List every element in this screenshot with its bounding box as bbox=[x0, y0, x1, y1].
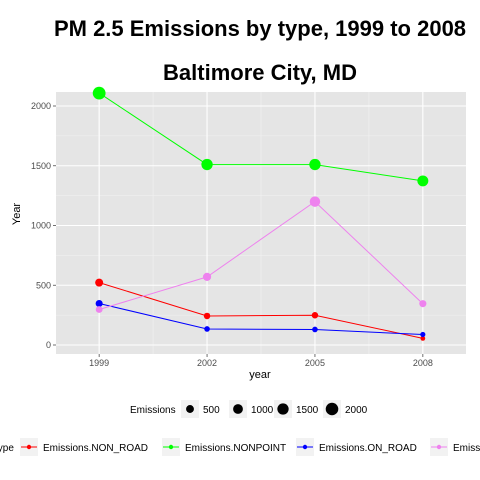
data-point bbox=[419, 300, 427, 308]
x-tick-label: 1999 bbox=[89, 358, 109, 368]
x-tick-label: 2008 bbox=[413, 358, 433, 368]
data-point bbox=[309, 158, 321, 171]
data-point bbox=[204, 326, 210, 332]
size-legend-label: 1000 bbox=[251, 405, 274, 416]
color-legend-dot bbox=[26, 444, 32, 450]
series-line bbox=[99, 303, 423, 335]
size-legend: Emissions 500 1000 1500 2000 bbox=[130, 400, 368, 418]
color-legend-dot bbox=[436, 444, 442, 450]
color-legend: type Emissions.NON_ROAD Emissions.NONPOIN… bbox=[0, 438, 480, 456]
data-point bbox=[311, 311, 319, 319]
series-lines bbox=[98, 92, 424, 339]
grid-lines bbox=[56, 92, 466, 354]
size-legend-dot bbox=[233, 404, 243, 414]
data-point bbox=[92, 86, 106, 100]
y-tick-label: 2000 bbox=[31, 101, 51, 111]
y-axis-ticks: 0 500 1000 1500 2000 bbox=[31, 101, 56, 350]
color-legend-label: Emissions.NON_ROAD bbox=[43, 443, 148, 454]
x-tick-label: 2002 bbox=[197, 358, 217, 368]
color-legend-dot bbox=[168, 444, 174, 450]
series-line bbox=[99, 200, 424, 310]
series-points bbox=[92, 86, 429, 341]
size-legend-label: 500 bbox=[203, 405, 220, 416]
size-legend-dot bbox=[186, 405, 194, 413]
chart-title-line-1: PM 2.5 Emissions by type, 1999 to 2008 bbox=[54, 16, 466, 41]
y-axis-label: Year bbox=[11, 203, 23, 226]
data-point bbox=[203, 312, 211, 320]
data-point bbox=[95, 299, 103, 308]
series-line bbox=[98, 92, 423, 182]
size-legend-title: Emissions bbox=[130, 405, 176, 416]
color-legend-label: Emissions.NONPOINT bbox=[185, 443, 286, 454]
color-legend-title: type bbox=[0, 443, 14, 454]
series-line bbox=[99, 282, 423, 339]
data-point bbox=[417, 175, 429, 187]
data-point bbox=[309, 196, 321, 207]
data-point bbox=[420, 336, 426, 341]
color-legend-label: Emissions.ON_ROAD bbox=[319, 443, 417, 454]
size-legend-dot bbox=[325, 402, 339, 416]
data-point bbox=[420, 331, 426, 338]
color-legend-dot bbox=[302, 444, 308, 450]
size-legend-label: 1500 bbox=[296, 405, 319, 416]
color-legend-label: Emissions.POINT bbox=[453, 443, 480, 454]
y-tick-label: 1500 bbox=[31, 161, 51, 171]
data-point bbox=[95, 278, 104, 287]
data-point bbox=[201, 158, 213, 171]
data-point bbox=[95, 306, 103, 313]
y-tick-label: 0 bbox=[46, 340, 51, 350]
x-tick-label: 2005 bbox=[305, 358, 325, 368]
y-tick-label: 500 bbox=[36, 280, 51, 290]
x-axis-label: year bbox=[249, 369, 271, 381]
size-legend-label: 2000 bbox=[345, 405, 368, 416]
x-axis-ticks: 1999 2002 2005 2008 bbox=[89, 354, 433, 368]
data-point bbox=[202, 272, 212, 281]
y-tick-label: 1000 bbox=[31, 221, 51, 231]
size-legend-dot bbox=[277, 403, 289, 415]
chart-title-line-2: Baltimore City, MD bbox=[163, 60, 357, 85]
data-point bbox=[312, 326, 318, 333]
